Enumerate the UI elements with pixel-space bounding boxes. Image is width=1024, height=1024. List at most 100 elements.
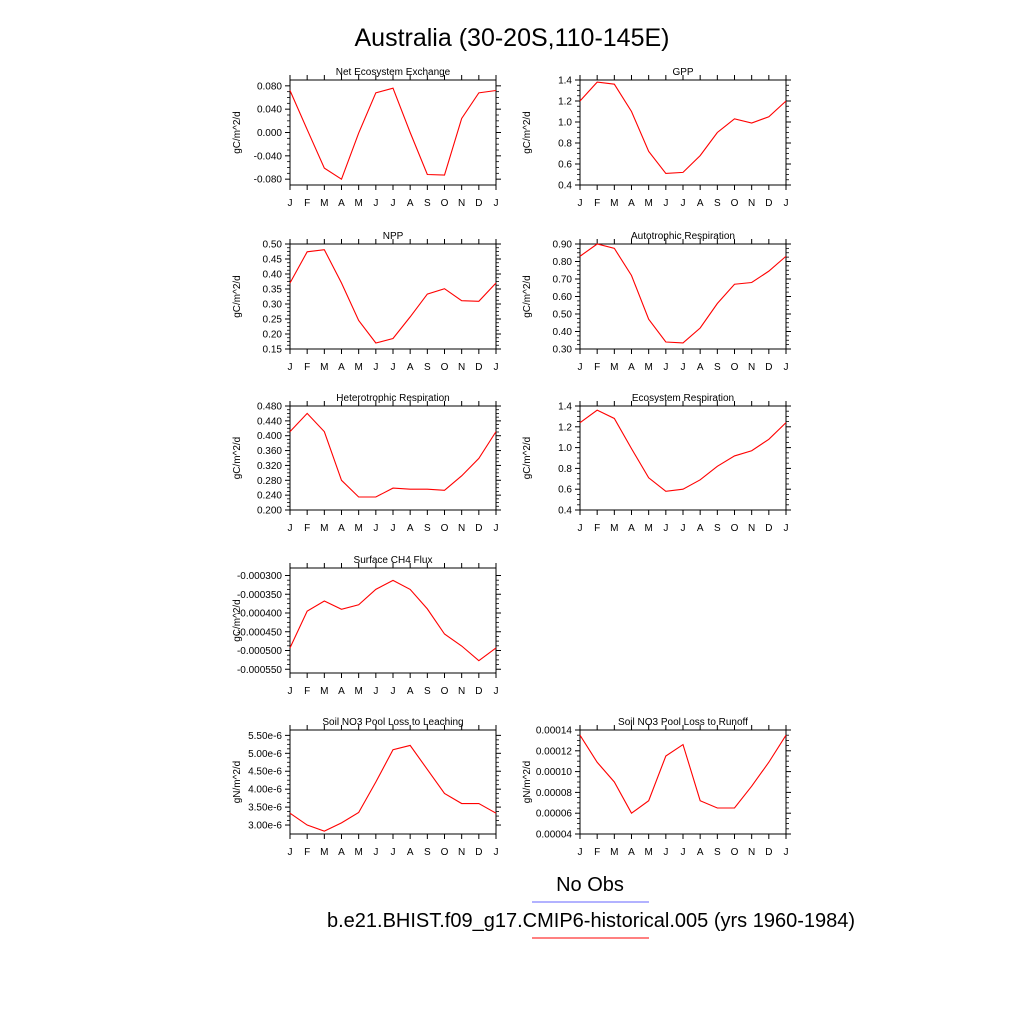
x-tick-label: D [475,686,482,697]
plot-frame [289,405,497,511]
y-tick-label: 5.50e-6 [248,731,282,742]
x-tick-label: D [475,362,482,373]
x-tick-label: J [663,523,668,534]
y-axis-label: gC/m^2/d [232,599,243,642]
y-tick-label: 4.00e-6 [248,785,282,796]
y-tick-label: 0.320 [257,461,282,472]
x-tick-label: J [288,847,293,858]
x-tick-label: N [458,198,465,209]
y-axis-label: gC/m^2/d [232,437,243,480]
x-tick-label: M [610,523,618,534]
x-tick-label: F [304,198,310,209]
y-axis-label: gC/m^2/d [232,275,243,318]
x-tick-label: A [628,523,635,534]
panel-title: Soil NO3 Pool Loss to Leaching [322,717,463,728]
panel-title: Surface CH4 Flux [354,555,433,566]
x-tick-label: S [424,847,431,858]
series-line [579,409,787,492]
y-tick-label: -0.000300 [237,571,282,582]
x-tick-label: J [391,523,396,534]
x-tick-label: O [441,523,449,534]
x-tick-label: J [494,198,499,209]
y-tick-label: -0.000400 [237,609,282,620]
legend-model-label: b.e21.BHIST.f09_g17.CMIP6-historical.005… [327,910,855,932]
x-tick-label: J [578,362,583,373]
x-tick-label: A [628,362,635,373]
x-tick-label: A [407,198,414,209]
y-tick-label: 0.30 [263,300,283,311]
x-tick-label: A [338,198,345,209]
x-tick-label: N [458,523,465,534]
x-tick-label: S [714,362,721,373]
x-tick-label: J [494,847,499,858]
x-tick-label: F [304,847,310,858]
x-tick-label: J [494,686,499,697]
x-tick-label: S [424,198,431,209]
y-tick-label: 0.6 [558,485,572,496]
x-tick-label: M [644,847,652,858]
y-tick-label: 0.000 [257,128,282,139]
x-tick-label: O [441,686,449,697]
x-tick-label: J [373,362,378,373]
x-tick-label: J [373,847,378,858]
x-tick-label: F [594,523,600,534]
plot-frame [579,79,787,186]
y-tick-label: 1.2 [558,422,572,433]
y-tick-label: 0.90 [553,240,573,251]
y-tick-label: 0.6 [558,160,572,171]
y-tick-label: 0.30 [553,345,573,356]
x-tick-label: J [391,362,396,373]
y-tick-label: 0.25 [263,315,283,326]
y-tick-label: 0.70 [553,275,573,286]
x-tick-label: F [304,686,310,697]
plot-frame [289,243,497,350]
plot-frame [289,729,497,835]
y-tick-label: -0.000450 [237,627,282,638]
x-tick-label: J [578,847,583,858]
x-tick-label: N [748,362,755,373]
x-tick-label: O [441,847,449,858]
y-tick-label: 0.200 [257,506,282,517]
plot-frame [579,405,787,511]
y-axis-label: gC/m^2/d [522,275,533,318]
x-tick-label: M [354,686,362,697]
x-tick-label: J [681,362,686,373]
x-tick-label: J [784,198,789,209]
x-tick-label: M [644,523,652,534]
x-tick-label: J [288,362,293,373]
x-tick-label: M [610,847,618,858]
y-tick-label: 0.00006 [536,809,573,820]
x-tick-label: A [697,523,704,534]
y-tick-label: 0.45 [263,255,283,266]
y-tick-label: 0.35 [263,285,283,296]
x-tick-label: J [663,198,668,209]
y-tick-label: 0.50 [263,240,283,251]
panel-title: Net Ecosystem Exchange [336,67,451,78]
y-tick-label: 0.440 [257,416,282,427]
x-tick-label: J [373,198,378,209]
y-axis-label: gN/m^2/d [232,761,243,804]
y-tick-label: 0.4 [558,506,572,517]
x-tick-label: N [458,847,465,858]
x-tick-label: J [681,847,686,858]
x-tick-label: J [784,847,789,858]
series-line [289,579,497,662]
y-tick-label: 1.0 [558,118,572,129]
x-tick-label: N [748,523,755,534]
x-tick-label: A [697,362,704,373]
x-tick-label: M [644,198,652,209]
x-tick-label: M [320,523,328,534]
legend: No Obs b.e21.BHIST.f09_g17.CMIP6-histori… [327,874,855,939]
x-tick-label: F [304,523,310,534]
y-tick-label: 0.00012 [536,746,573,757]
y-tick-label: 0.240 [257,491,282,502]
series-line [579,734,787,815]
legend-obs-label: No Obs [556,874,624,896]
y-tick-label: 0.280 [257,476,282,487]
series-line [289,87,497,181]
